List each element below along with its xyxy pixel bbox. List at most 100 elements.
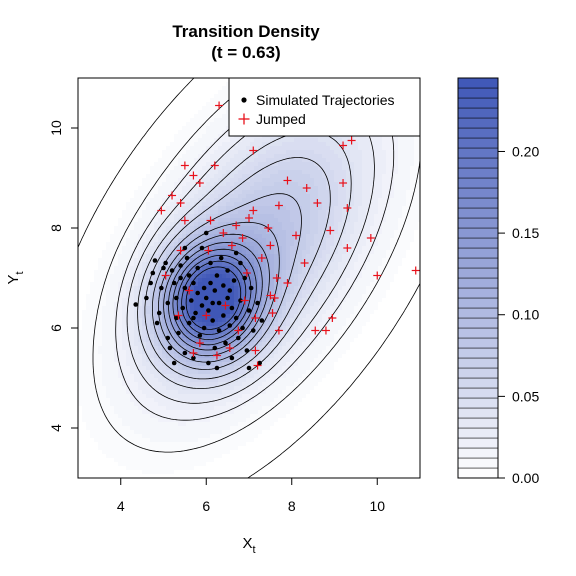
density-cell xyxy=(378,326,383,331)
density-cell xyxy=(294,190,299,195)
density-cell xyxy=(118,246,123,251)
density-cell xyxy=(330,262,335,267)
density-cell xyxy=(414,230,419,235)
density-cell xyxy=(182,122,187,127)
density-cell xyxy=(90,298,95,303)
density-cell xyxy=(354,310,359,315)
density-cell xyxy=(158,146,163,151)
density-cell xyxy=(350,194,355,199)
density-cell xyxy=(206,166,211,171)
density-cell xyxy=(106,302,111,307)
density-cell xyxy=(286,242,291,247)
density-cell xyxy=(374,162,379,167)
density-cell xyxy=(374,206,379,211)
density-cell xyxy=(398,294,403,299)
density-cell xyxy=(170,302,175,307)
density-cell xyxy=(154,114,159,119)
density-cell xyxy=(366,294,371,299)
density-cell xyxy=(366,218,371,223)
density-cell xyxy=(214,222,219,227)
density-cell xyxy=(98,310,103,315)
density-cell xyxy=(106,262,111,267)
density-cell xyxy=(334,306,339,311)
density-cell xyxy=(122,270,127,275)
density-cell xyxy=(150,142,155,147)
density-cell xyxy=(366,226,371,231)
density-cell xyxy=(414,246,419,251)
density-cell xyxy=(202,306,207,311)
density-cell xyxy=(330,194,335,199)
density-cell xyxy=(266,206,271,211)
density-cell xyxy=(226,234,231,239)
density-cell xyxy=(262,174,267,179)
density-cell xyxy=(266,138,271,143)
density-cell xyxy=(222,294,227,299)
density-cell xyxy=(390,162,395,167)
density-cell xyxy=(174,230,179,235)
density-cell xyxy=(278,310,283,315)
density-cell xyxy=(398,162,403,167)
density-cell xyxy=(174,278,179,283)
density-cell xyxy=(334,190,339,195)
density-cell xyxy=(314,254,319,259)
density-cell xyxy=(354,238,359,243)
density-cell xyxy=(326,234,331,239)
density-cell xyxy=(218,222,223,227)
density-cell xyxy=(194,178,199,183)
density-cell xyxy=(222,118,227,123)
density-cell xyxy=(174,110,179,115)
density-cell xyxy=(142,254,147,259)
density-cell xyxy=(258,150,263,155)
density-cell xyxy=(118,174,123,179)
density-cell xyxy=(270,258,275,263)
density-cell xyxy=(130,330,135,335)
density-cell xyxy=(346,290,351,295)
density-cell xyxy=(258,214,263,219)
density-cell xyxy=(134,154,139,159)
density-cell xyxy=(302,162,307,167)
density-cell xyxy=(402,274,407,279)
density-cell xyxy=(178,150,183,155)
density-cell xyxy=(86,318,91,323)
density-cell xyxy=(302,190,307,195)
density-cell xyxy=(322,182,327,187)
density-cell xyxy=(282,154,287,159)
density-cell xyxy=(174,194,179,199)
density-cell xyxy=(310,230,315,235)
density-cell xyxy=(194,210,199,215)
density-cell xyxy=(290,138,295,143)
density-cell xyxy=(166,330,171,335)
density-cell xyxy=(306,190,311,195)
density-cell xyxy=(178,98,183,103)
density-cell xyxy=(374,158,379,163)
density-cell xyxy=(318,254,323,259)
chart-subtitle: (t = 0.63) xyxy=(211,43,280,62)
density-cell xyxy=(306,158,311,163)
density-cell xyxy=(130,266,135,271)
density-cell xyxy=(354,190,359,195)
density-cell xyxy=(358,318,363,323)
density-cell xyxy=(378,254,383,259)
density-cell xyxy=(94,310,99,315)
density-cell xyxy=(314,206,319,211)
density-cell xyxy=(250,198,255,203)
density-cell xyxy=(178,82,183,87)
density-cell xyxy=(202,154,207,159)
density-cell xyxy=(138,154,143,159)
density-cell xyxy=(262,170,267,175)
density-cell xyxy=(198,242,203,247)
density-cell xyxy=(286,246,291,251)
density-cell xyxy=(226,114,231,119)
density-cell xyxy=(130,174,135,179)
density-cell xyxy=(306,282,311,287)
density-cell xyxy=(418,142,420,147)
density-cell xyxy=(138,322,143,327)
density-cell xyxy=(174,130,179,135)
density-cell xyxy=(254,154,259,159)
density-cell xyxy=(398,214,403,219)
density-cell xyxy=(102,246,107,251)
density-cell xyxy=(370,326,375,331)
density-cell xyxy=(126,158,131,163)
density-cell xyxy=(294,318,299,323)
density-cell xyxy=(114,326,119,331)
